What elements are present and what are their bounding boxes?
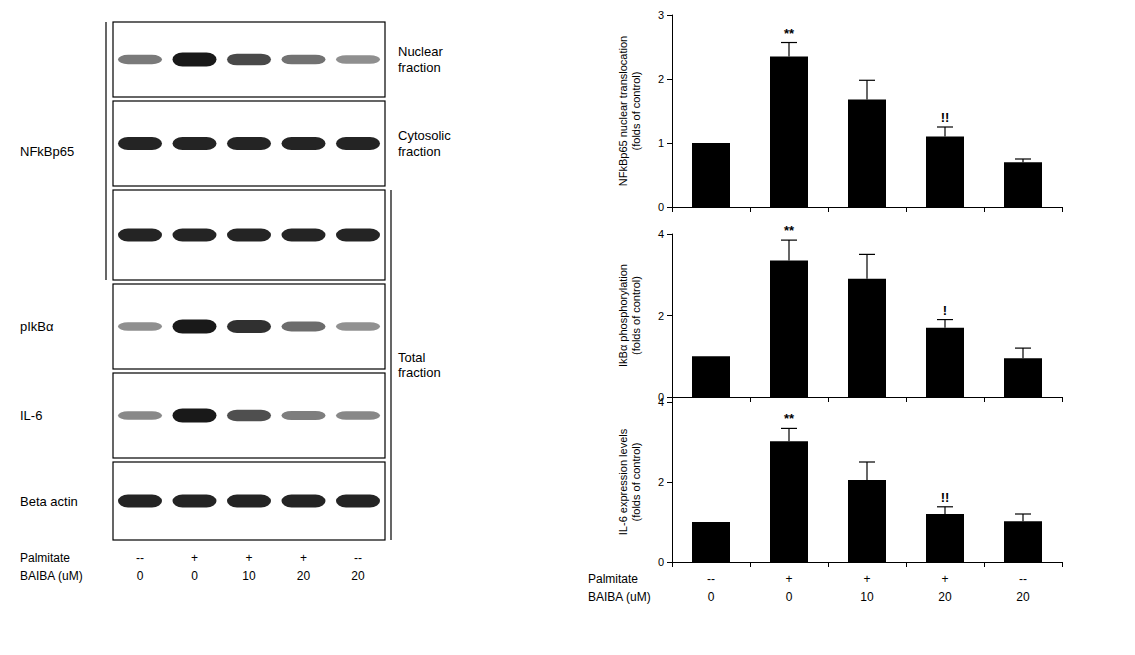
svg-text:NFkBp65: NFkBp65 <box>20 144 74 159</box>
svg-text:1: 1 <box>658 137 664 149</box>
svg-text:IL-6: IL-6 <box>20 408 42 423</box>
svg-text:0: 0 <box>786 590 793 604</box>
svg-text:2: 2 <box>658 476 664 488</box>
svg-text:NFkBp65 nuclear translocation: NFkBp65 nuclear translocation <box>617 36 629 186</box>
svg-text:2: 2 <box>658 73 664 85</box>
svg-text:20: 20 <box>297 569 311 583</box>
svg-text:Cytosolicfraction: Cytosolicfraction <box>398 128 451 159</box>
svg-text:20: 20 <box>938 590 952 604</box>
svg-text:--: -- <box>354 551 362 565</box>
svg-text:BAIBA (uM): BAIBA (uM) <box>20 569 83 583</box>
svg-text:+: + <box>245 551 252 565</box>
svg-text:!!: !! <box>941 110 950 125</box>
svg-text:Totalfraction: Totalfraction <box>398 350 441 381</box>
svg-text:!!: !! <box>941 490 950 505</box>
svg-text:Nuclearfraction: Nuclearfraction <box>398 44 443 75</box>
svg-text:+: + <box>863 572 870 586</box>
svg-text:**: ** <box>784 223 795 238</box>
svg-text:Palmitate: Palmitate <box>20 551 70 565</box>
svg-text:Beta actin: Beta actin <box>20 494 78 509</box>
svg-text:+: + <box>191 551 198 565</box>
svg-text:+: + <box>941 572 948 586</box>
svg-text:(folds of control): (folds of control) <box>630 276 642 355</box>
svg-text:0: 0 <box>191 569 198 583</box>
svg-text:--: -- <box>1019 572 1027 586</box>
svg-text:BAIBA (uM): BAIBA (uM) <box>588 590 651 604</box>
svg-text:10: 10 <box>242 569 256 583</box>
svg-text:Palmitate: Palmitate <box>588 572 638 586</box>
svg-text:0: 0 <box>708 590 715 604</box>
svg-text:(folds of control): (folds of control) <box>630 72 642 151</box>
svg-text:pIkBα: pIkBα <box>20 319 54 334</box>
svg-text:20: 20 <box>1016 590 1030 604</box>
svg-text:4: 4 <box>658 396 664 408</box>
svg-text:--: -- <box>707 572 715 586</box>
svg-text:--: -- <box>136 551 144 565</box>
svg-text:0: 0 <box>658 556 664 568</box>
svg-text:0: 0 <box>658 201 664 213</box>
svg-text:IkBα phosphorylation: IkBα phosphorylation <box>617 264 629 367</box>
svg-text:(folds of control): (folds of control) <box>630 443 642 522</box>
svg-text:!: ! <box>943 303 947 318</box>
svg-text:3: 3 <box>658 9 664 21</box>
svg-text:**: ** <box>784 26 795 41</box>
svg-text:+: + <box>300 551 307 565</box>
svg-text:+: + <box>785 572 792 586</box>
svg-text:4: 4 <box>658 228 664 240</box>
svg-text:IL-6 expression levels: IL-6 expression levels <box>617 428 629 535</box>
svg-text:10: 10 <box>860 590 874 604</box>
svg-text:2: 2 <box>658 310 664 322</box>
svg-text:0: 0 <box>137 569 144 583</box>
svg-text:**: ** <box>784 411 795 426</box>
svg-text:20: 20 <box>351 569 365 583</box>
